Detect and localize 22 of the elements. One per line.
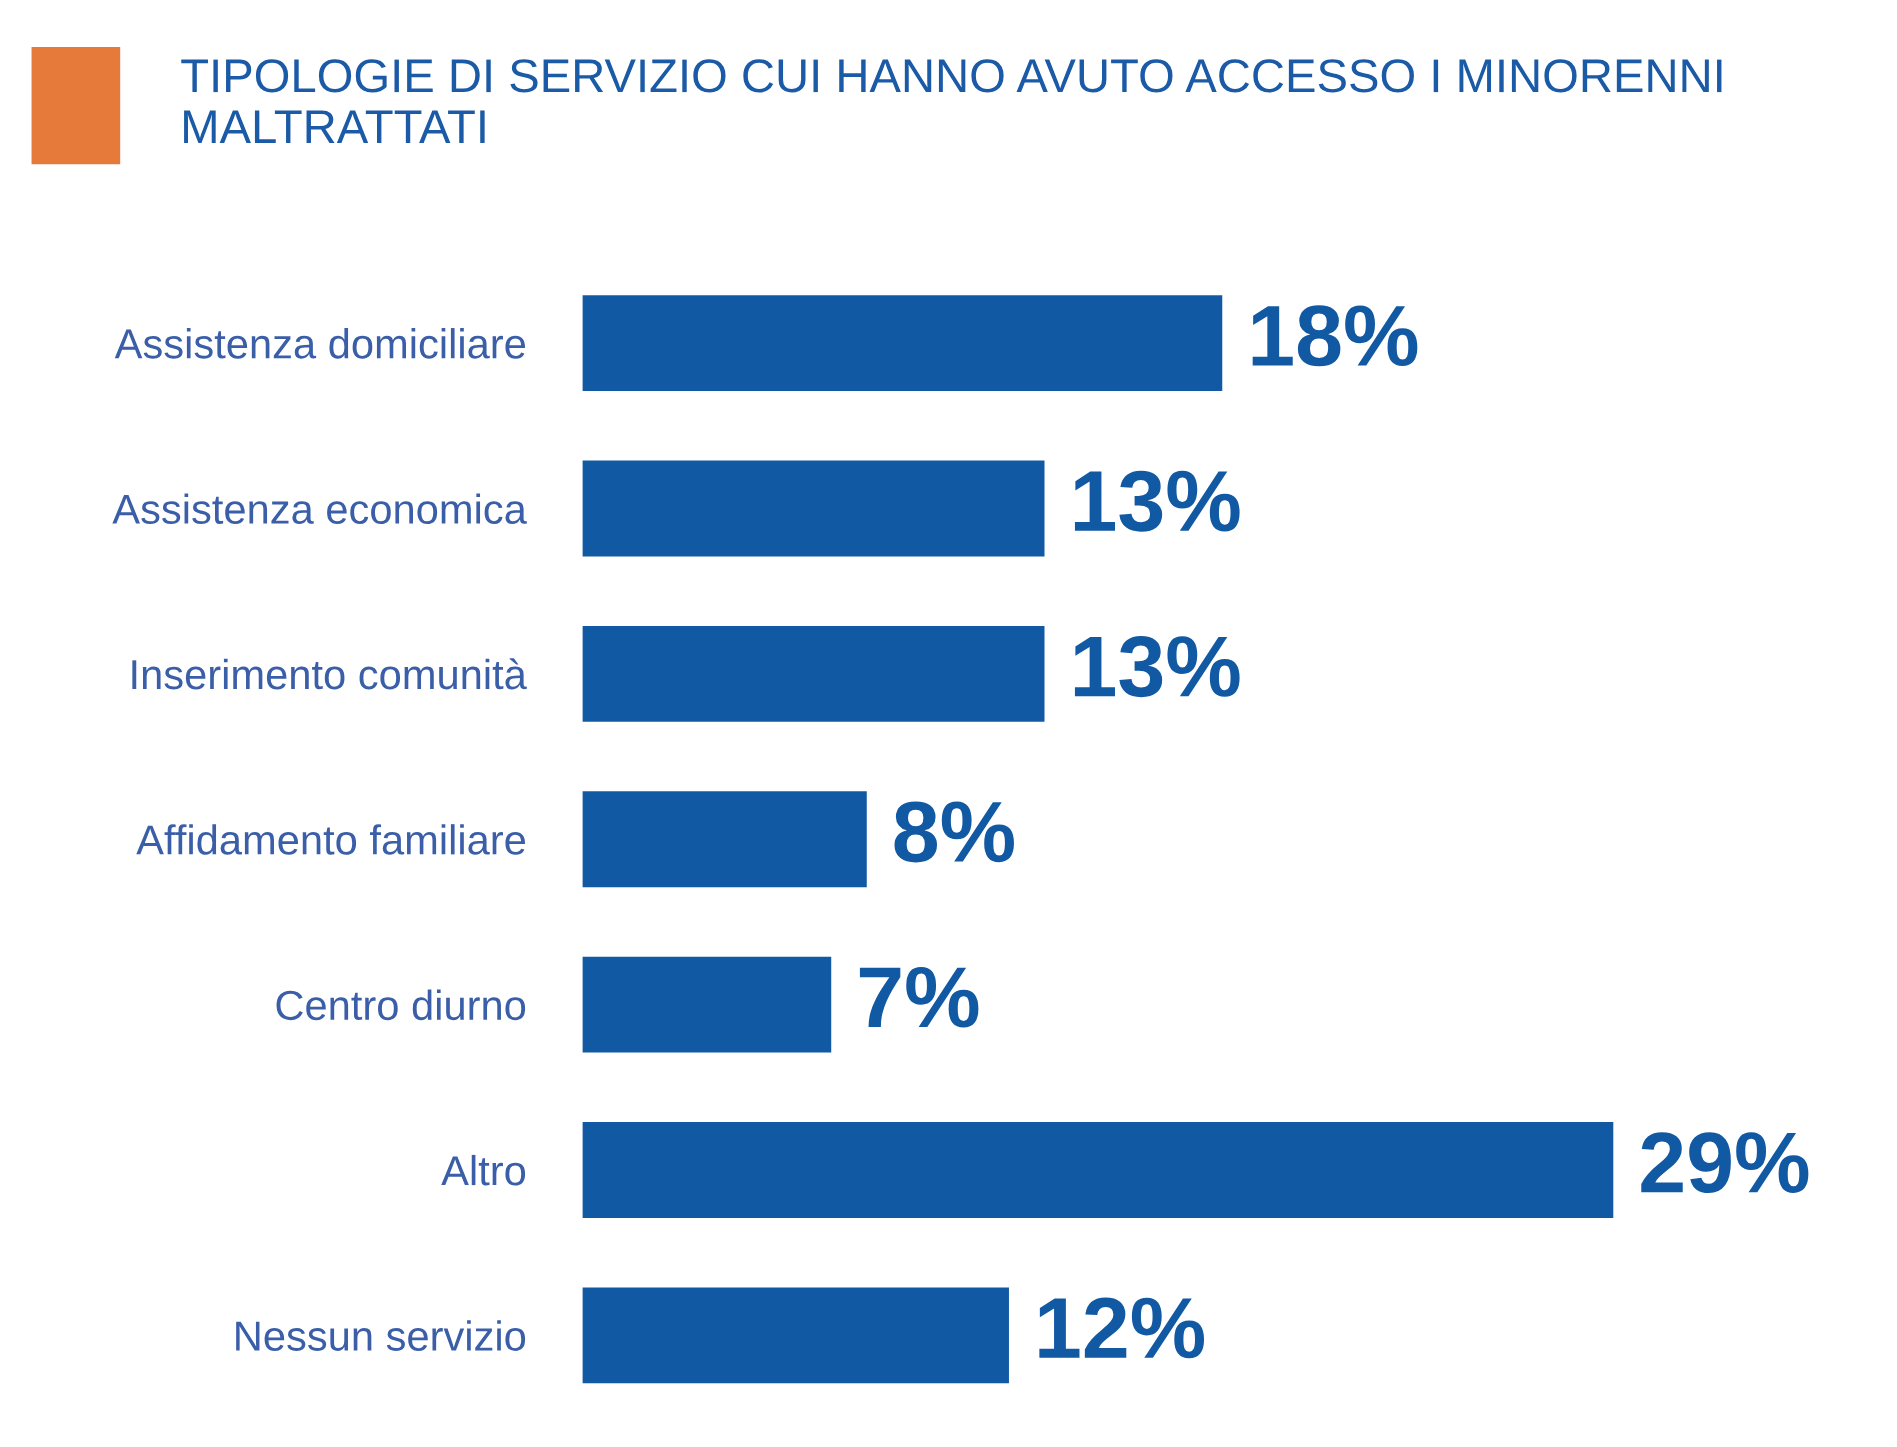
bar: [582, 625, 1045, 722]
bar: [582, 295, 1223, 392]
data-label: 13%: [1074, 470, 1240, 532]
data-label: 8%: [894, 801, 1014, 863]
y-tick-label: Inserimento comunità: [132, 658, 527, 690]
chart-title: TIPOLOGIE DI SERVIZIO CUI HANNO AVUTO ACCESSO I MINORENNI MALTRATTATI: [181, 59, 1722, 143]
bar: [582, 956, 832, 1053]
data-label: 7%: [859, 966, 979, 1028]
y-tick-label: Altro: [441, 1154, 526, 1186]
data-label: 29%: [1641, 1132, 1809, 1194]
data-label: 13%: [1074, 636, 1240, 698]
y-tick-label: Affidamento familiare: [136, 824, 525, 855]
y-tick-label: Centro diurno: [276, 989, 526, 1021]
y-tick-label: Nessun servizio: [236, 1320, 526, 1351]
bar: [582, 460, 1045, 557]
y-tick-label: Assistenza economica: [112, 493, 527, 525]
bar: [582, 791, 867, 888]
bar: [582, 1287, 1009, 1384]
bar: [582, 1122, 1614, 1218]
y-tick-label: Assistenza domiciliare: [114, 328, 525, 359]
data-label: 18%: [1252, 305, 1418, 367]
data-label: 12%: [1039, 1297, 1205, 1359]
